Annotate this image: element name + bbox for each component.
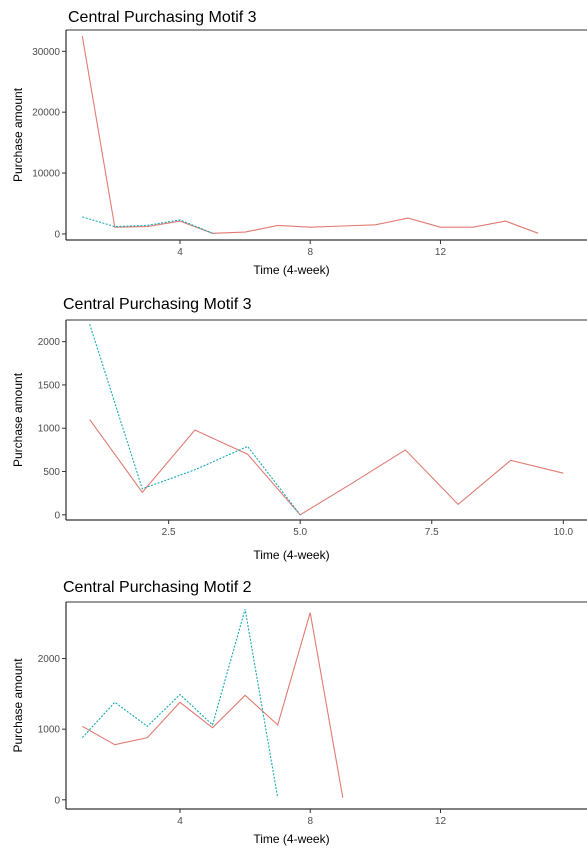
x-tick-label: 4 [177,816,183,827]
y-axis-label: Purchase amount [11,372,25,467]
series-line-2 [89,324,301,516]
chart-panel-3: Central Purchasing Motif 2 0 1000 2000 4 8 12 T… [0,570,587,850]
x-tick-label: 8 [307,247,313,258]
series-line-1 [89,419,564,516]
chart-panel-1: Central Purchasing Motif 3 0 10000 20000 300… [0,0,587,285]
y-tick-label: 1000 [38,725,61,736]
chart-3: Central Purchasing Motif 2 0 1000 2000 4 8 12 T… [11,579,587,846]
chart-title: Central Purchasing Motif 2 [63,579,252,596]
x-tick-label: 12 [435,247,447,258]
y-tick-label: 1500 [38,380,61,391]
y-tick-label: 0 [54,510,60,521]
y-tick-label: 500 [43,467,60,478]
series-line-2 [82,216,213,234]
y-tick-label: 0 [54,795,60,806]
x-tick-label: 5.0 [293,527,307,538]
y-tick-label: 30000 [32,47,60,58]
chart-2: Central Purchasing Motif 3 0 500 1000 1500 20… [11,296,587,562]
x-tick-label: 2.5 [162,527,176,538]
y-axis-label: Purchase amount [11,87,25,182]
x-axis-label: Time (4-week) [253,263,329,277]
y-tick-label: 2000 [38,337,61,348]
y-tick-label: 1000 [38,424,61,435]
y-axis-label: Purchase amount [11,658,25,753]
chart-1: Central Purchasing Motif 3 0 10000 20000 300… [11,9,587,277]
x-tick-label: 8 [307,816,313,827]
y-tick-label: 0 [54,229,60,240]
series-line-1 [82,612,344,798]
y-tick-label: 20000 [32,108,60,119]
x-tick-label: 4 [177,247,183,258]
x-tick-label: 10.0 [554,527,574,538]
chart-panel-2: Central Purchasing Motif 3 0 500 1000 1500 20… [0,285,587,570]
x-tick-label: 12 [435,816,447,827]
x-axis-label: Time (4-week) [253,548,329,562]
x-tick-label: 7.5 [425,527,439,538]
chart-title: Central Purchasing Motif 3 [63,296,252,313]
y-tick-label: 2000 [38,654,61,665]
series-line-2 [81,608,279,798]
chart-title: Central Purchasing Motif 3 [68,9,257,26]
y-tick-label: 10000 [32,169,60,180]
x-axis-label: Time (4-week) [253,832,329,846]
series-line-1 [81,36,539,234]
